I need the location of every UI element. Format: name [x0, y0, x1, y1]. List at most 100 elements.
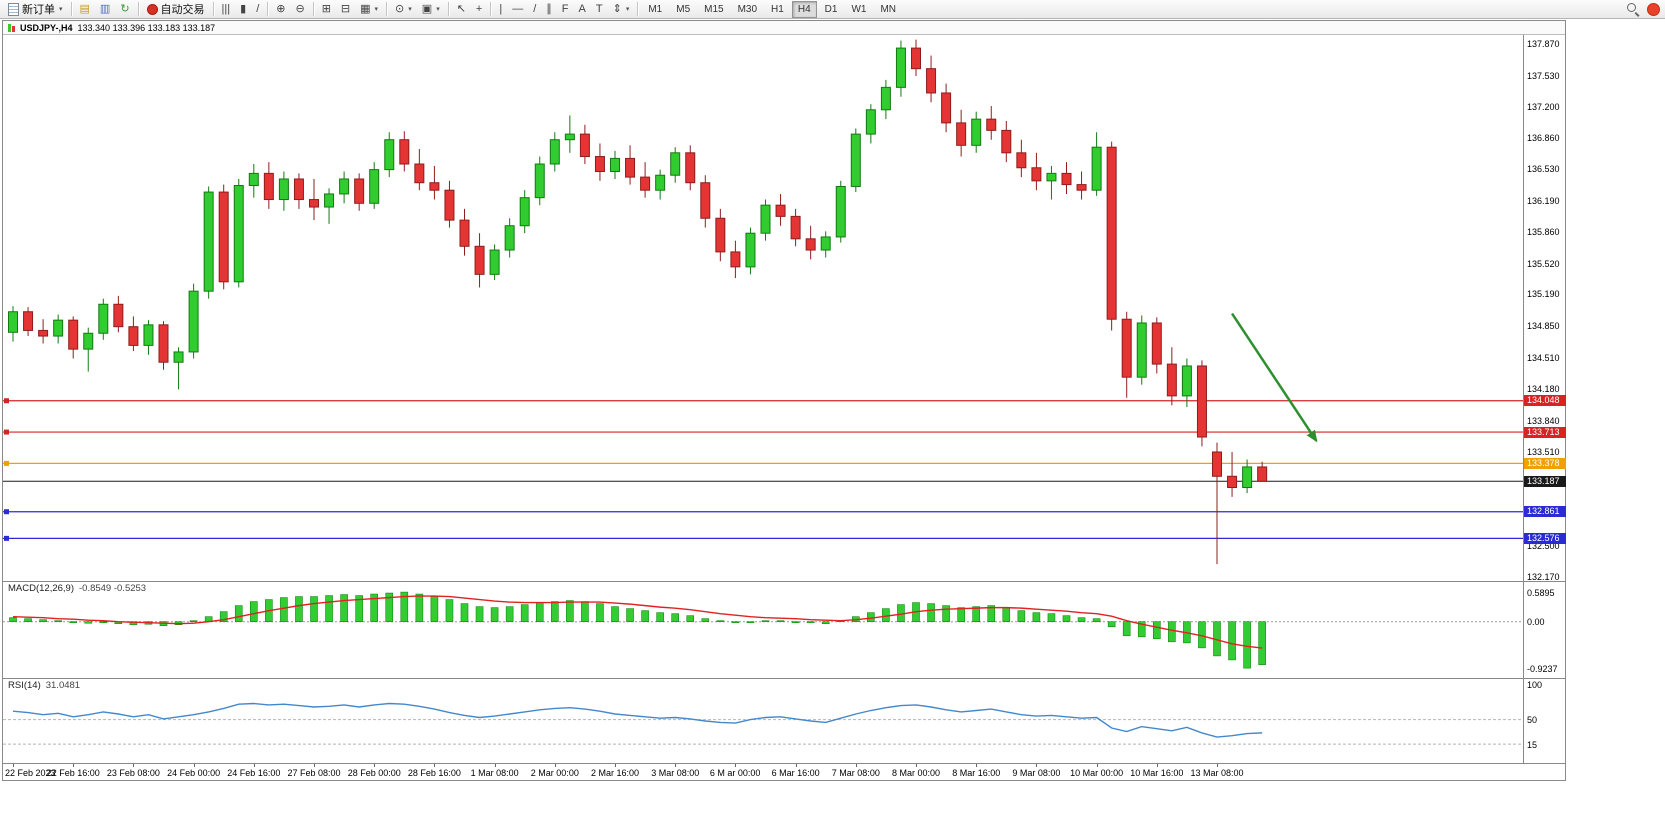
rsi-axis[interactable]: 100 50 15: [1523, 679, 1565, 763]
cascade-windows-icon: ⊟: [340, 2, 351, 15]
arrows-button[interactable]: ⇕ ▾: [608, 0, 635, 19]
time-label: 3 Mar 08:00: [651, 768, 700, 778]
search-icon[interactable]: [1626, 2, 1640, 16]
line-tools-group: ↖ + | — / ∥ F A T ⇕ ▾: [452, 0, 642, 19]
channel-button[interactable]: ∥: [541, 0, 557, 19]
cascade-windows-button[interactable]: ⊟: [336, 0, 355, 19]
time-tick: [976, 764, 978, 767]
trend-arrow-object[interactable]: [1231, 312, 1318, 443]
time-label: 2 Mar 00:00: [530, 768, 579, 778]
macd-tick: 0.00: [1527, 617, 1545, 628]
crosshair-button[interactable]: +: [471, 0, 487, 19]
price-tag: 133.378: [1524, 457, 1566, 469]
timeframe-button-m5[interactable]: M5: [676, 3, 691, 15]
text-label-button[interactable]: T: [591, 0, 608, 19]
timeframe-button-w1[interactable]: W1: [851, 3, 867, 15]
navigator-button[interactable]: ▥: [95, 0, 115, 19]
refresh-icon: ↻: [120, 2, 130, 15]
price-tag: 134.048: [1524, 395, 1566, 407]
time-tick: [554, 764, 556, 767]
chart-window: USDJPY-,H4 133.340 133.396 133.183 133.1…: [2, 20, 1566, 781]
price-tick: 137.200: [1527, 101, 1560, 112]
time-label: 23 Feb 08:00: [106, 768, 160, 778]
hline-handle[interactable]: [4, 460, 9, 466]
ohlc-bars-button[interactable]: |||: [217, 0, 236, 19]
time-label: 6 M ar 00:00: [709, 768, 761, 778]
cursor-icon: ↖: [456, 2, 466, 15]
time-tick: [374, 764, 376, 767]
zoom-out-button[interactable]: ⊖: [290, 0, 309, 19]
crosshair-icon: +: [475, 2, 483, 15]
autotrading-button[interactable]: 自动交易: [142, 0, 210, 19]
vertical-line-button[interactable]: |: [494, 0, 507, 19]
time-label: 2 Mar 16:00: [591, 768, 640, 778]
tile-windows-button[interactable]: ⊞: [317, 0, 336, 19]
timeframe-button-m1[interactable]: M1: [648, 3, 663, 15]
macd-axis[interactable]: 0.5895 0.00 -0.9237: [1523, 582, 1565, 678]
time-label: 28 Feb 00:00: [347, 768, 401, 778]
timeframe-button-mn[interactable]: MN: [880, 3, 896, 15]
rsi-pane: RSI(14) 31.0481 100 50 15: [3, 679, 1565, 764]
time-tick: [855, 764, 857, 767]
timeframe-button-m30[interactable]: M30: [737, 3, 758, 15]
toolbar-separator: [447, 2, 449, 16]
time-axis[interactable]: 22 Feb 2023 22 Feb 16:00 23 Feb 08:00 24 Fe…: [3, 764, 1565, 780]
period-clock-button[interactable]: ⊙ ▾: [390, 0, 417, 19]
timeframe-button-d1[interactable]: D1: [824, 3, 838, 15]
timeframe-button-m15[interactable]: M15: [704, 3, 724, 15]
zoom-in-button[interactable]: ⊕: [271, 0, 290, 19]
timeframe-button-h1[interactable]: H1: [771, 3, 784, 15]
main-toolbar: 新订单 ▾ ▤ ▥ ↻ 自动交易 ||| ▮ / ⊕ ⊖ ⊞ ⊟ ▦ ▾ ⊙ ▾ ▣ ▾ ↖ + | — / ∥ F A T…: [0, 0, 1665, 19]
ohlc-bars-icon: |||: [221, 2, 231, 15]
line-chart-button[interactable]: /: [251, 0, 264, 19]
main-chart-pane: 137.870 137.530 137.200 136.860 136.530 136.1…: [3, 35, 1566, 582]
notification-badge[interactable]: [1647, 2, 1660, 16]
toolbar-separator: [212, 2, 214, 16]
macd-tick: -0.9237: [1527, 663, 1558, 674]
vertical-line-icon: |: [499, 2, 503, 15]
cursor-button[interactable]: ↖: [452, 0, 471, 19]
chevron-down-icon: ▾: [408, 6, 412, 13]
macd-chart[interactable]: [3, 582, 1523, 678]
price-tick: 132.170: [1527, 571, 1560, 582]
market-watch-button[interactable]: ▤: [75, 0, 95, 19]
candlestick-chart[interactable]: [3, 35, 1523, 581]
fibonacci-icon: F: [561, 2, 569, 15]
time-label: 24 Feb 16:00: [227, 768, 281, 778]
new-order-label: 新订单: [22, 4, 55, 16]
candles-series: [8, 39, 1268, 565]
templates-button[interactable]: ▣ ▾: [417, 0, 445, 19]
current-price-tag: 133.187: [1524, 475, 1566, 487]
chart-title-symbol: USDJPY-,H4: [20, 22, 73, 33]
rsi-chart[interactable]: [3, 679, 1523, 763]
price-tag: 132.576: [1524, 532, 1566, 544]
time-label: 8 Mar 00:00: [892, 768, 941, 778]
autotrading-label: 自动交易: [160, 4, 205, 16]
horizontal-line-button[interactable]: —: [507, 0, 528, 19]
new-chart-button[interactable]: ▦ ▾: [355, 0, 383, 19]
new-order-button[interactable]: 新订单 ▾: [3, 0, 68, 19]
timeframe-button-h4[interactable]: H4: [791, 0, 817, 18]
price-tick: 134.510: [1527, 353, 1560, 364]
time-tick: [133, 764, 135, 767]
hline-handle[interactable]: [4, 535, 9, 541]
price-tick: 136.190: [1527, 195, 1560, 206]
hline-handle[interactable]: [4, 429, 9, 435]
toolbar-separator: [386, 2, 388, 16]
candlestick-chart-button[interactable]: ▮: [235, 0, 251, 19]
time-label: 8 Mar 16:00: [952, 768, 1001, 778]
price-tick: 135.520: [1527, 258, 1560, 269]
refresh-button[interactable]: ↻: [115, 0, 134, 19]
trendline-button[interactable]: /: [528, 0, 541, 19]
text-button[interactable]: A: [574, 0, 591, 19]
hline-handle[interactable]: [4, 398, 9, 404]
time-label: 28 Feb 16:00: [407, 768, 461, 778]
hline-handle[interactable]: [4, 509, 9, 515]
trendline-icon: /: [533, 2, 537, 15]
rsi-tick: 15: [1527, 739, 1538, 750]
time-tick: [494, 764, 496, 767]
price-axis[interactable]: 137.870 137.530 137.200 136.860 136.530 136.1…: [1523, 35, 1566, 582]
price-tick: 137.530: [1527, 70, 1560, 81]
fibonacci-button[interactable]: F: [557, 0, 574, 19]
chart-title-ohlc: 133.340 133.396 133.183 133.187: [77, 22, 216, 33]
